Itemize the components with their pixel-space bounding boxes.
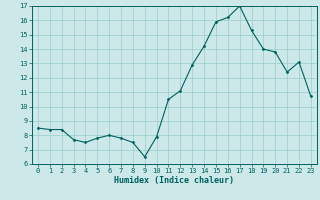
X-axis label: Humidex (Indice chaleur): Humidex (Indice chaleur) (115, 176, 234, 185)
